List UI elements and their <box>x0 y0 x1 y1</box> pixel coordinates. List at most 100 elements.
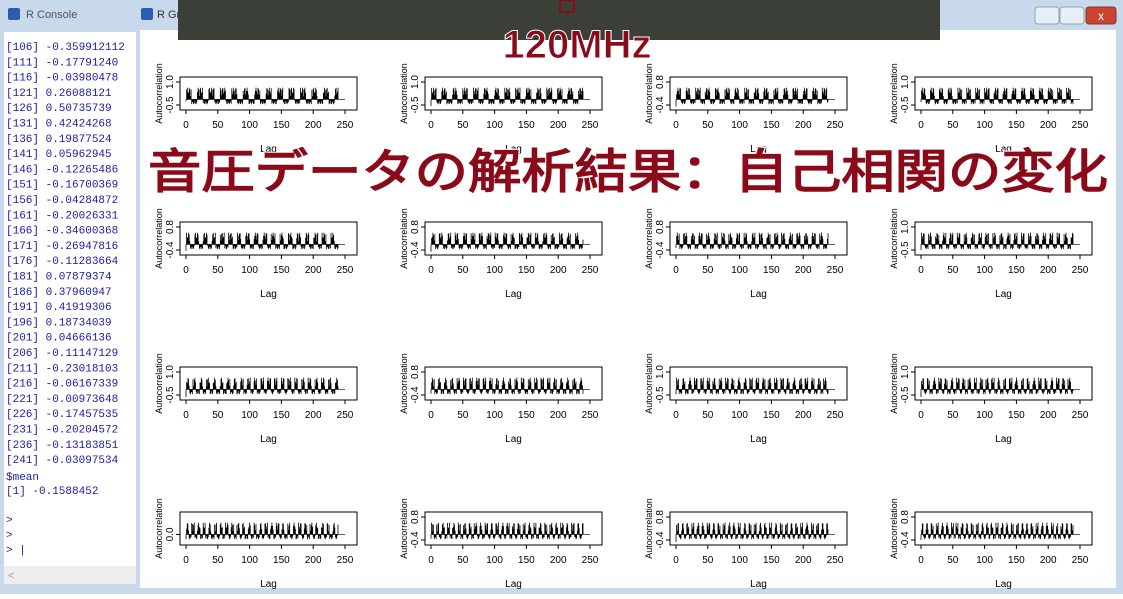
x-tick-label: 100 <box>241 265 258 276</box>
frequency-label: 120MHz <box>503 23 652 67</box>
x-tick-label: 0 <box>428 120 434 131</box>
x-tick-label: 200 <box>795 265 812 276</box>
x-axis-label: Lag <box>995 579 1012 590</box>
console-line: [146] -0.12265486 <box>6 164 118 176</box>
y-tick-label: 0.8 <box>410 220 421 234</box>
x-tick-label: 100 <box>241 410 258 421</box>
x-tick-label: 50 <box>457 120 469 131</box>
y-axis-label: Autocorrelation <box>154 498 164 559</box>
y-tick-label: 0.8 <box>655 75 666 89</box>
x-tick-label: 150 <box>273 265 290 276</box>
console-line: [151] -0.16700369 <box>6 180 118 192</box>
y-axis-label: Autocorrelation <box>399 353 409 414</box>
console-line: [156] -0.04284872 <box>6 195 118 207</box>
x-tick-label: 0 <box>673 555 679 566</box>
x-axis-label: Lag <box>505 434 522 445</box>
acf-trace <box>920 87 1074 105</box>
y-tick-label: 0.8 <box>165 220 176 234</box>
x-tick-label: 250 <box>827 265 844 276</box>
x-tick-label: 100 <box>241 120 258 131</box>
console-line: [186] 0.37960947 <box>6 287 112 299</box>
acf-trace <box>430 377 584 395</box>
x-tick-label: 250 <box>337 410 354 421</box>
x-tick-label: 0 <box>428 265 434 276</box>
x-tick-label: 100 <box>486 120 503 131</box>
console-line: [191] 0.41919306 <box>6 302 112 314</box>
close-icon: x <box>1098 9 1104 23</box>
x-tick-label: 100 <box>731 265 748 276</box>
x-tick-label: 200 <box>1040 265 1057 276</box>
x-tick-label: 100 <box>976 410 993 421</box>
acf-trace <box>185 377 339 397</box>
x-tick-label: 100 <box>731 555 748 566</box>
close-button[interactable] <box>1085 6 1117 25</box>
x-tick-label: 50 <box>457 265 469 276</box>
x-tick-label: 100 <box>731 120 748 131</box>
x-tick-label: 100 <box>486 410 503 421</box>
x-tick-label: 100 <box>976 555 993 566</box>
console-line: [211] -0.23018103 <box>6 363 118 375</box>
x-tick-label: 200 <box>550 265 567 276</box>
x-tick-label: 50 <box>702 265 714 276</box>
x-tick-label: 0 <box>918 410 924 421</box>
x-tick-label: 100 <box>486 555 503 566</box>
x-tick-label: 150 <box>763 555 780 566</box>
x-tick-label: 250 <box>1072 265 1089 276</box>
x-tick-label: 150 <box>763 120 780 131</box>
x-tick-label: 0 <box>183 555 189 566</box>
y-axis-label: Autocorrelation <box>399 63 409 124</box>
y-tick-label: -0.4 <box>165 241 176 259</box>
y-tick-label: -0.4 <box>655 96 666 114</box>
x-tick-label: 200 <box>1040 120 1057 131</box>
x-tick-label: 0 <box>673 265 679 276</box>
x-tick-label: 50 <box>702 410 714 421</box>
y-axis-label: Autocorrelation <box>889 498 899 559</box>
acf-trace <box>920 522 1074 540</box>
y-axis-label: Autocorrelation <box>644 353 654 414</box>
x-tick-label: 50 <box>212 555 224 566</box>
console-text: [106] -0.359912112 [111] -0.17791240 [116]… <box>6 42 125 557</box>
y-tick-label: 1.0 <box>900 220 911 234</box>
y-tick-label: 0.8 <box>410 365 421 379</box>
minimize-button[interactable] <box>1034 6 1060 25</box>
x-tick-label: 150 <box>273 120 290 131</box>
y-tick-label: 0.8 <box>655 220 666 234</box>
x-tick-label: 0 <box>183 410 189 421</box>
x-tick-label: 150 <box>518 265 535 276</box>
scroll-left: < <box>8 570 14 582</box>
acf-trace <box>675 232 829 250</box>
y-axis-label: Autocorrelation <box>154 208 164 269</box>
console-line: [221] -0.00973648 <box>6 394 118 406</box>
x-tick-label: 150 <box>1008 410 1025 421</box>
scrollbar[interactable] <box>4 566 136 584</box>
x-tick-label: 0 <box>673 120 679 131</box>
x-tick-label: 200 <box>795 555 812 566</box>
acf-trace <box>920 377 1074 397</box>
x-tick-label: 250 <box>1072 120 1089 131</box>
y-axis-label: Autocorrelation <box>154 353 164 414</box>
console-body <box>4 32 136 566</box>
x-tick-label: 200 <box>550 410 567 421</box>
maximize-button[interactable] <box>1059 6 1085 25</box>
plot-box <box>914 76 1093 111</box>
console-line: [236] -0.13183851 <box>6 440 119 452</box>
y-tick-label: -0.4 <box>410 241 421 259</box>
plot-box <box>669 221 848 256</box>
x-tick-label: 200 <box>305 555 322 566</box>
x-axis-label: Lag <box>995 289 1012 300</box>
plot-box <box>914 366 1093 401</box>
x-axis-label: Lag <box>750 434 767 445</box>
console-line: [116] -0.03980478 <box>6 73 118 85</box>
y-axis-label: Autocorrelation <box>644 498 654 559</box>
marker <box>559 0 575 13</box>
x-axis-label: Lag <box>505 144 522 155</box>
x-tick-label: 0 <box>918 120 924 131</box>
x-tick-label: 50 <box>212 120 224 131</box>
console-line: $mean <box>6 472 39 484</box>
plot-box <box>179 511 358 546</box>
console-line: [171] -0.26947816 <box>6 241 118 253</box>
x-tick-label: 200 <box>305 120 322 131</box>
console-line: [111] -0.17791240 <box>6 57 118 69</box>
